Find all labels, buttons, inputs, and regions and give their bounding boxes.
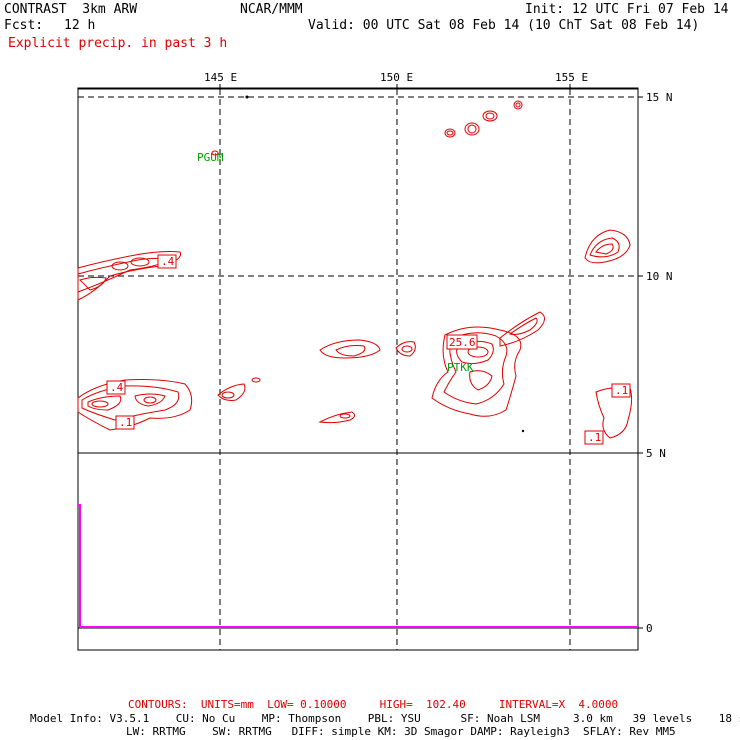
contour-cell	[221, 391, 235, 399]
lat-label-10n: 10 N	[646, 270, 673, 283]
station-ptkk: PTKK	[447, 361, 474, 374]
field-title: Explicit precip. in past 3 h	[8, 36, 228, 51]
contour-label-box	[157, 254, 177, 269]
contour-label-box	[106, 380, 126, 395]
contour-cell	[431, 326, 522, 417]
contour-cell	[467, 346, 489, 358]
contour-label-texts: .4 .4 .1 25.6 .1 .1	[110, 255, 628, 444]
contour-cell	[589, 237, 620, 258]
contour-cell	[211, 150, 219, 156]
contour-cell	[77, 379, 193, 431]
forecast-hour: 12 h	[64, 18, 96, 33]
contour-cell	[508, 317, 538, 335]
contour-cell	[469, 370, 493, 391]
valid-time: Valid: 00 UTC Sat 08 Feb 14 (10 ChT Sat …	[308, 18, 700, 33]
precip-profile-line	[78, 504, 638, 628]
contour-label-boxes	[106, 254, 631, 445]
contour-cell	[456, 340, 494, 365]
contour-cell	[134, 393, 166, 407]
organization-label: NCAR/MMM	[240, 2, 303, 17]
contour-label-box	[611, 383, 631, 398]
contour-cell	[515, 102, 521, 108]
precip-contours	[77, 100, 633, 439]
contour-cell	[81, 385, 180, 421]
lat-label-5n: 5 N	[646, 447, 666, 460]
island-marker	[521, 429, 525, 433]
contour-label-box	[584, 430, 604, 445]
contour-cell	[499, 311, 545, 347]
model-title: CONTRAST 3km ARW	[4, 2, 138, 17]
contour-label: .4	[161, 255, 175, 268]
contour-label: .1	[615, 384, 628, 397]
contour-cell	[482, 110, 498, 122]
model-info-line-1: Model Info: V3.5.1 CU: No Cu MP: Thompso…	[30, 712, 740, 725]
station-labels: PGUM PTKK	[197, 151, 474, 374]
contour-cell	[130, 257, 150, 267]
contour-cell	[79, 276, 107, 291]
contour-cell	[467, 124, 477, 134]
contour-cell	[251, 377, 261, 383]
contours-info: CONTOURS: UNITS=mm LOW= 0.10000 HIGH= 10…	[128, 698, 619, 711]
contour-cell	[444, 128, 456, 138]
lon-label-150e: 150 E	[380, 71, 414, 84]
contour-cell	[87, 395, 122, 411]
plan-view-frame	[77, 88, 639, 454]
profile-zero-label: 0	[646, 622, 653, 635]
contour-cell	[443, 332, 508, 405]
contour-cell	[513, 100, 523, 110]
map-frame	[77, 87, 639, 651]
forecast-label: Fcst:	[4, 18, 44, 33]
contour-label: .4	[110, 381, 124, 394]
contour-cell	[91, 400, 109, 408]
contour-cell	[464, 122, 480, 136]
contour-cell	[143, 396, 157, 404]
contour-cell	[485, 112, 495, 120]
contour-cell	[77, 257, 170, 293]
lon-label-145e: 145 E	[204, 71, 238, 84]
contour-cell	[395, 341, 416, 357]
lat-label-15n: 15 N	[646, 91, 673, 104]
contour-cell	[339, 413, 351, 419]
contour-label-box	[446, 334, 478, 350]
contour-cell	[584, 229, 631, 264]
contour-cell	[446, 130, 454, 136]
lon-label-155e: 155 E	[555, 71, 589, 84]
contour-cell	[401, 345, 413, 353]
contour-cell	[335, 345, 366, 357]
model-info-line-2: LW: RRTMG SW: RRTMG DIFF: simple KM: 3D …	[126, 725, 676, 738]
contour-cell	[595, 243, 614, 255]
contour-label: .1	[588, 431, 601, 444]
contour-label: 25.6	[449, 336, 476, 349]
lat-lon-grid	[78, 89, 638, 650]
island-marker	[245, 95, 249, 99]
contour-label: .1	[119, 416, 132, 429]
contour-label-box	[115, 415, 135, 430]
contour-cell	[111, 261, 129, 271]
station-pgum: PGUM	[197, 151, 224, 164]
contour-cell	[217, 383, 246, 401]
init-time: Init: 12 UTC Fri 07 Feb 14	[525, 2, 729, 17]
contour-cell	[318, 411, 356, 424]
contour-cell	[319, 339, 381, 359]
axis-ticks	[219, 84, 643, 629]
